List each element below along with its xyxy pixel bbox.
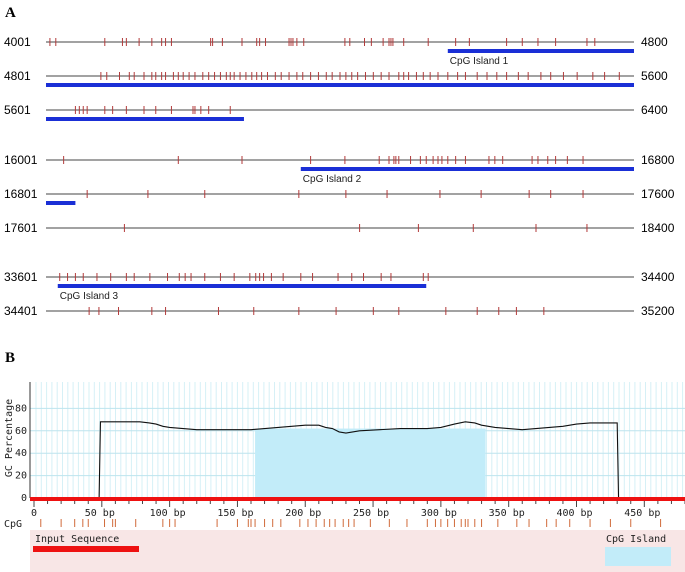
cpg-island-bar — [300, 167, 634, 171]
cpg-island-bar — [46, 201, 76, 205]
y-axis-label: GC Percentage — [4, 399, 15, 477]
panel-a-letter: A — [5, 5, 16, 21]
cpg-island-bar — [46, 117, 244, 121]
sequence-row: 34401 35200 — [4, 304, 675, 318]
y-tick-label: 0 — [21, 493, 27, 504]
sequence-baseline-bar — [30, 497, 685, 501]
x-tick-label: 400 bp — [556, 508, 592, 519]
x-tick-label: 450 bp — [624, 508, 660, 519]
sequence-row: 16001 16800 CpG Island 2 — [4, 153, 675, 185]
panel-b-gc-plot: GC Percentage 0 20 40 60 80 0 50 bp 100 bp 150 b… — [4, 382, 685, 572]
cpg-row-label: CpG — [4, 519, 22, 530]
row-start-label: 16001 — [4, 153, 38, 167]
row-end-label: 18400 — [641, 221, 675, 235]
row-end-label: 6400 — [641, 103, 668, 117]
cpg-island-label: CpG Island 1 — [450, 56, 509, 67]
x-tick-label: 0 — [31, 508, 37, 519]
legend-input-bar — [33, 546, 139, 552]
cpg-island-bar — [447, 49, 634, 53]
cpg-island-bar — [57, 284, 427, 288]
y-tick-label: 40 — [15, 448, 27, 459]
sequence-row: 5601 6400 — [4, 103, 668, 121]
row-start-label: 33601 — [4, 270, 38, 284]
gc-percentage-line — [34, 421, 685, 499]
row-end-label: 35200 — [641, 304, 675, 318]
panel-a-sequence-map: 4001 4800 CpG Island 1 4801 5600 5601 6400 1600… — [4, 35, 675, 318]
legend-input-label: Input Sequence — [35, 534, 119, 545]
sequence-row: 16801 17600 — [4, 187, 675, 205]
row-start-label: 34401 — [4, 304, 38, 318]
cpg-island-label: CpG Island 2 — [303, 174, 362, 185]
y-tick-label: 60 — [15, 426, 27, 437]
row-start-label: 4801 — [4, 69, 31, 83]
row-start-label: 16801 — [4, 187, 38, 201]
panel-b-letter: B — [5, 350, 15, 366]
y-tick-label: 20 — [15, 471, 27, 482]
row-end-label: 34400 — [641, 270, 675, 284]
sequence-row: 17601 18400 — [4, 221, 675, 235]
row-end-label: 4800 — [641, 35, 668, 49]
x-tick-label: 350 bp — [489, 508, 525, 519]
sequence-row: 33601 34400 CpG Island 3 — [4, 270, 675, 302]
row-end-label: 16800 — [641, 153, 675, 167]
legend-island-label: CpG Island — [606, 534, 666, 545]
legend-band — [30, 530, 685, 572]
cpg-island-label: CpG Island 3 — [60, 291, 119, 302]
x-tick-label: 50 bp — [85, 508, 115, 519]
x-tick-label: 150 bp — [217, 508, 253, 519]
row-start-label: 17601 — [4, 221, 38, 235]
sequence-row: 4801 5600 — [4, 69, 668, 87]
row-end-label: 17600 — [641, 187, 675, 201]
row-start-label: 5601 — [4, 103, 31, 117]
x-tick-label: 250 bp — [353, 508, 389, 519]
row-start-label: 4001 — [4, 35, 31, 49]
y-tick-label: 80 — [15, 403, 27, 414]
sequence-row: 4001 4800 CpG Island 1 — [4, 35, 668, 67]
row-end-label: 5600 — [641, 69, 668, 83]
x-tick-label: 200 bp — [285, 508, 321, 519]
x-tick-label: 300 bp — [421, 508, 457, 519]
cpg-island-area — [255, 428, 486, 498]
cpg-island-bar — [46, 83, 634, 87]
x-tick-label: 100 bp — [150, 508, 186, 519]
legend-island-swatch — [605, 547, 671, 566]
